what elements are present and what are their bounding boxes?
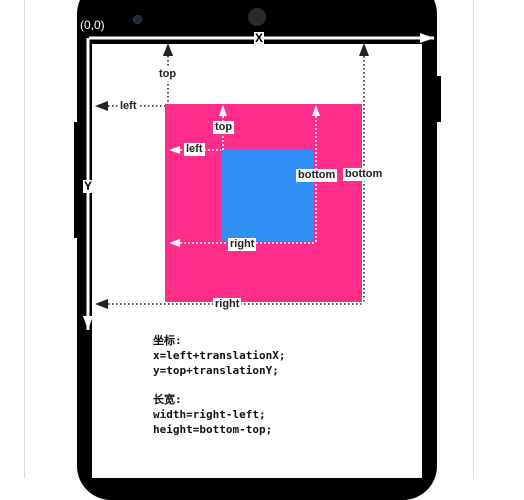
size-height-formula: height=bottom-top; (153, 423, 273, 436)
parent-left-arrowhead (95, 101, 108, 111)
parent-bottom-arrowhead (359, 43, 369, 56)
parent-bottom-label: bottom (343, 168, 385, 181)
coord-x-formula: x=left+translationX; (153, 349, 286, 362)
page-frame (24, 0, 474, 478)
parent-top-arrowhead (163, 43, 173, 56)
phone-side-button-left (74, 122, 79, 238)
camera-icon (248, 8, 266, 26)
child-right-label: right (228, 238, 257, 251)
child-view (221, 150, 313, 241)
child-top-label: top (213, 121, 235, 134)
x-axis-arrowhead (420, 33, 434, 43)
formula-notes: 坐标: x=left+translationX; y=top+translati… (153, 333, 285, 437)
child-bottom-arrowhead (312, 105, 320, 116)
phone-side-button-right (436, 76, 441, 122)
parent-right-arrowhead (95, 299, 108, 309)
parent-top-label: top (157, 68, 179, 81)
coord-heading: 坐标: (153, 334, 182, 347)
coord-y-formula: y=top+translationY; (153, 364, 279, 377)
y-axis-arrowhead (83, 316, 93, 330)
x-axis-label: X (254, 31, 265, 45)
size-width-formula: width=right-left; (153, 408, 266, 421)
size-heading: 长宽: (153, 393, 182, 406)
child-bottom-label: bottom (296, 169, 338, 182)
sensor-icon (133, 15, 142, 24)
child-left-label: left (184, 143, 205, 156)
origin-label: (0,0) (80, 18, 105, 32)
child-top-arrowhead (219, 105, 227, 116)
y-axis-label: Y (83, 179, 94, 193)
parent-right-label: right (213, 298, 242, 311)
parent-left-label: left (118, 100, 139, 113)
notes-spacer (153, 378, 285, 392)
child-right-arrowhead (169, 239, 180, 247)
child-left-arrowhead (169, 146, 180, 154)
